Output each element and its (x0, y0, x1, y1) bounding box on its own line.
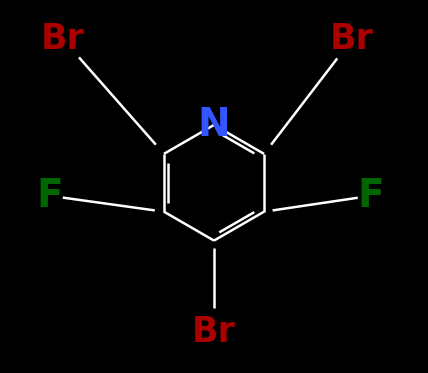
Text: F: F (36, 177, 63, 215)
Text: Br: Br (192, 315, 236, 349)
Text: N: N (198, 106, 230, 144)
Text: Br: Br (41, 22, 85, 56)
Text: F: F (357, 177, 384, 215)
Text: Br: Br (330, 22, 374, 56)
